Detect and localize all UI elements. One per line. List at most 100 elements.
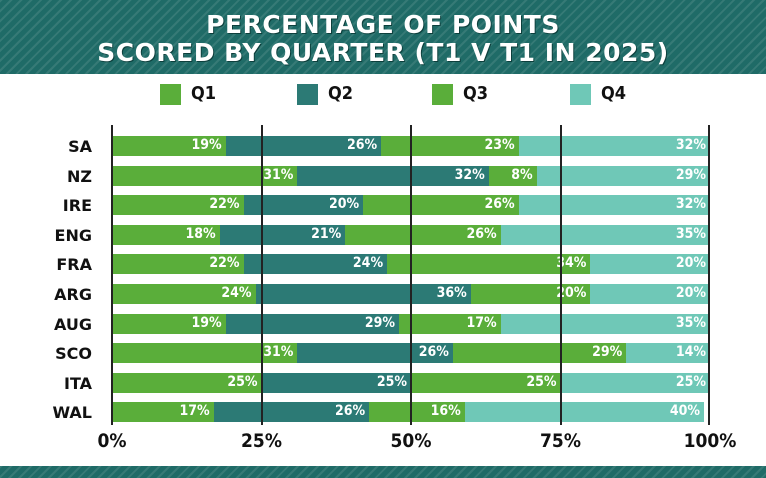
bar-segment-q3-fra (387, 254, 591, 274)
data-label-q4-sa: 32% (675, 137, 706, 153)
bar-segment-q3-sa (381, 136, 519, 156)
data-label-q2-aug: 29% (364, 315, 396, 331)
gridline-75 (559, 125, 562, 426)
data-label-q1-ire: 22% (209, 196, 240, 212)
bar-segment-q2-ita (261, 373, 411, 393)
category-label-aug: AUG (53, 315, 92, 334)
bar-segment-q1-arg (112, 284, 256, 304)
title-banner: PERCENTAGE OF POINTS SCORED BY QUARTER (… (0, 0, 766, 74)
category-label-wal: WAL (52, 403, 92, 422)
data-label-q3-sa: 23% (484, 137, 515, 153)
bar-segment-q2-sco (297, 343, 453, 363)
data-label-q3-fra: 34% (556, 255, 587, 271)
x-tick-label-0: 0% (97, 430, 127, 452)
gridline-100 (708, 125, 710, 426)
bar-segment-q1-ita (112, 373, 262, 393)
x-tick-label-50: 50% (390, 430, 432, 452)
legend-swatch-q4 (570, 84, 591, 105)
data-label-q1-sa: 19% (191, 137, 222, 153)
bar-segment-q2-fra (243, 254, 388, 274)
data-label-q1-arg: 24% (221, 285, 252, 301)
data-label-q4-arg: 20% (675, 285, 706, 301)
bar-segment-q4-ita (560, 373, 710, 393)
bar-segment-q3-sco (452, 343, 627, 363)
bar-segment-q2-arg (255, 284, 471, 304)
data-label-q3-ire: 26% (484, 196, 515, 212)
data-label-q3-arg: 20% (556, 285, 587, 301)
data-label-q4-eng: 35% (675, 226, 706, 242)
data-label-q2-sa: 26% (346, 137, 378, 153)
bar-segment-q1-sa (112, 136, 226, 156)
data-label-q3-eng: 26% (466, 226, 497, 242)
data-label-q2-wal: 26% (334, 403, 366, 419)
data-label-q3-wal: 16% (430, 403, 461, 419)
data-label-q4-nz: 29% (675, 167, 706, 183)
data-label-q1-wal: 17% (179, 403, 210, 419)
bar-segment-q2-nz (297, 166, 489, 186)
bar-segment-q2-wal (213, 402, 370, 422)
bar-segment-q1-fra (112, 254, 244, 274)
data-label-q4-wal: 40% (669, 403, 701, 419)
chart-title-line-1: PERCENTAGE OF POINTS (206, 10, 560, 39)
x-tick-label-75: 75% (540, 430, 581, 452)
category-label-fra: FRA (56, 255, 92, 274)
bar-segment-q1-ire (112, 195, 244, 215)
bar-segment-q4-ire (518, 195, 710, 215)
bar-segment-q3-nz (488, 166, 537, 186)
data-label-q1-eng: 18% (185, 226, 216, 242)
bar-segment-q2-sa (225, 136, 382, 156)
gridline-0 (111, 125, 113, 426)
chart-title-line-2: SCORED BY QUARTER (T1 V T1 IN 2025) (97, 38, 669, 67)
bar-segment-q3-ire (363, 195, 519, 215)
x-tick-label-100: 100% (683, 430, 737, 452)
data-label-q4-ita: 25% (675, 374, 706, 390)
bar-segment-q3-aug (399, 314, 501, 334)
bar-segment-q3-ita (411, 373, 561, 393)
bar-segment-q4-sa (518, 136, 710, 156)
data-label-q2-arg: 36% (436, 285, 467, 301)
bar-segment-q1-nz (112, 166, 298, 186)
gridline-50 (410, 125, 412, 426)
bar-segment-q1-aug (112, 314, 226, 334)
legend-label-q3: Q3 (463, 83, 489, 104)
data-label-q4-sco: 14% (675, 344, 706, 360)
legend-label-q1: Q1 (191, 83, 217, 104)
category-label-eng: ENG (54, 226, 92, 245)
bar-segment-q4-wal (464, 402, 704, 422)
data-label-q2-fra: 24% (352, 255, 384, 271)
data-label-q2-eng: 21% (311, 226, 342, 242)
category-label-sa: SA (68, 137, 92, 156)
bar-segment-q3-wal (369, 402, 465, 422)
data-label-q3-nz: 8% (511, 167, 533, 183)
chart-legend: Q1 Q2 Q3 Q4 (0, 82, 766, 106)
data-label-q2-nz: 32% (454, 167, 485, 183)
legend-label-q2: Q2 (328, 83, 354, 104)
category-label-arg: ARG (54, 285, 92, 304)
footer-banner (0, 466, 766, 478)
data-label-q1-nz: 31% (263, 167, 294, 183)
x-tick-label-25: 25% (241, 430, 282, 452)
legend-swatch-q3 (432, 84, 453, 105)
category-label-ire: IRE (62, 196, 92, 215)
bar-segment-q1-wal (112, 402, 214, 422)
bar-segment-q1-eng (112, 225, 220, 245)
legend-swatch-q1 (160, 84, 181, 105)
data-label-q3-sco: 29% (592, 344, 623, 360)
category-label-sco: SCO (55, 344, 92, 363)
data-label-q3-ita: 25% (526, 374, 557, 390)
gridline-25 (260, 125, 263, 426)
bar-segment-q2-eng (219, 225, 346, 245)
bar-segment-q2-aug (225, 314, 400, 334)
bar-segment-q2-ire (243, 195, 364, 215)
bar-segment-q4-arg (590, 284, 710, 304)
data-label-q2-ire: 20% (329, 196, 360, 212)
data-label-q4-aug: 35% (675, 315, 706, 331)
bar-segment-q4-sco (626, 343, 710, 363)
data-label-q4-ire: 32% (675, 196, 706, 212)
category-label-nz: NZ (67, 167, 92, 186)
data-label-q3-aug: 17% (466, 315, 497, 331)
data-label-q1-fra: 22% (209, 255, 240, 271)
bar-segment-q4-fra (590, 254, 710, 274)
legend-swatch-q2 (297, 84, 318, 105)
